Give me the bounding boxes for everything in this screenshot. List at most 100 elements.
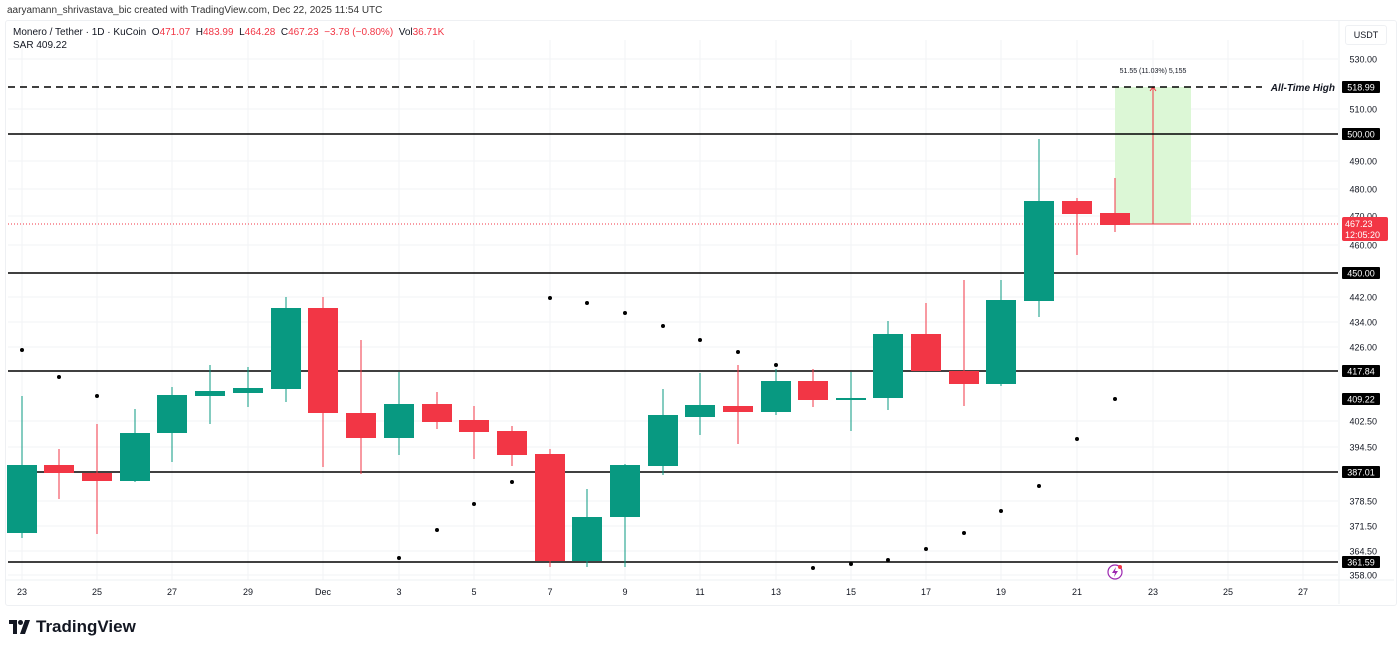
price-tick-label: 394.50	[1349, 443, 1377, 453]
candle-body	[195, 391, 225, 396]
sar-dot	[736, 350, 740, 354]
time-tick-label: Dec	[315, 587, 332, 597]
ohlc-line: Monero / Tether · 1D · KuCoin O471.07 H4…	[13, 26, 444, 39]
candle-body	[1100, 213, 1130, 225]
candle-body	[44, 465, 74, 473]
candle-body	[308, 308, 338, 413]
time-tick-label: 19	[996, 587, 1006, 597]
candle-body	[648, 415, 678, 466]
sar-dot	[57, 375, 61, 379]
price-tick-label: 358.00	[1349, 571, 1377, 581]
tradingview-logo-icon	[9, 620, 30, 634]
time-tick-label: 17	[921, 587, 931, 597]
sar-dot	[774, 363, 778, 367]
price-tick-label: 460.00	[1349, 241, 1377, 251]
candle-body	[1062, 201, 1092, 214]
candle-body	[911, 334, 941, 371]
sar-dot	[886, 558, 890, 562]
price-level-badge-label: 387.01	[1347, 468, 1375, 478]
change-value: −3.78 (−0.80%)	[324, 27, 394, 38]
candle-body	[986, 300, 1016, 384]
sar-dot	[548, 296, 552, 300]
price-level-badge	[1342, 466, 1380, 478]
symbol-legend: Monero / Tether · 1D · KuCoin O471.07 H4…	[13, 26, 444, 52]
tradingview-logo[interactable]: TradingView	[9, 617, 136, 637]
price-level-badge-label: 417.84	[1347, 367, 1375, 377]
sar-dot	[623, 311, 627, 315]
sar-dot	[849, 562, 853, 566]
time-tick-label: 25	[92, 587, 102, 597]
time-tick-label: 23	[1148, 587, 1158, 597]
time-tick-label: 27	[167, 587, 177, 597]
symbol-title[interactable]: Monero / Tether · 1D · KuCoin	[13, 27, 147, 38]
low-value: 464.28	[244, 27, 276, 38]
time-tick-label: 3	[396, 587, 401, 597]
time-tick-label: 7	[547, 587, 552, 597]
price-tick-label: 364.50	[1349, 547, 1377, 557]
price-tick-label: 442.00	[1349, 293, 1377, 303]
sar-dot	[962, 531, 966, 535]
candle-body	[723, 406, 753, 412]
candle-body	[535, 454, 565, 561]
time-tick-label: 9	[622, 587, 627, 597]
time-tick-label: 25	[1223, 587, 1233, 597]
high-value: 483.99	[202, 27, 234, 38]
price-level-badge	[1342, 81, 1380, 93]
time-tick-label: 5	[471, 587, 476, 597]
chart-frame	[5, 20, 1397, 606]
price-tick-label: 378.50	[1349, 497, 1377, 507]
price-tick-label: 402.50	[1349, 417, 1377, 427]
open-label: O	[151, 27, 160, 38]
price-tick-label: 470.00	[1349, 212, 1377, 222]
projection-label: 51.55 (11.03%) 5,155	[1120, 68, 1187, 75]
time-tick-label: 29	[243, 587, 253, 597]
candle-body	[610, 465, 640, 517]
price-tick-label: 426.00	[1349, 343, 1377, 353]
sar-dot	[95, 394, 99, 398]
candle-body	[346, 413, 376, 438]
price-tick-label: 480.00	[1349, 185, 1377, 195]
candle-body	[761, 381, 791, 412]
price-tick-label: 530.00	[1349, 55, 1377, 65]
sar-dot	[585, 301, 589, 305]
candle-body	[7, 465, 37, 533]
high-label: H	[195, 27, 203, 38]
volume-label: Vol	[398, 27, 413, 38]
lightning-event-icon[interactable]	[1107, 564, 1123, 580]
current-price-badge	[1342, 217, 1388, 241]
price-level-badge	[1342, 556, 1380, 568]
candle-body	[497, 431, 527, 455]
close-label: C	[280, 27, 289, 38]
sar-dot	[20, 348, 24, 352]
candle-body	[459, 420, 489, 432]
all-time-high-label: All-Time High	[1270, 83, 1335, 94]
price-level-badge-label: 361.59	[1347, 558, 1375, 568]
candle-body	[798, 381, 828, 400]
candle-body	[233, 388, 263, 393]
sar-dot	[811, 566, 815, 570]
brand-name: TradingView	[36, 617, 136, 636]
time-tick-label: 11	[695, 587, 704, 597]
currency-button[interactable]: USDT	[1345, 25, 1387, 45]
sar-dot	[924, 547, 928, 551]
sar-dot	[510, 480, 514, 484]
candle-body	[949, 371, 979, 384]
sar-indicator[interactable]: SAR 409.22	[13, 40, 67, 51]
candle-body	[422, 404, 452, 422]
sar-dot	[435, 528, 439, 532]
sar-dot	[1037, 484, 1041, 488]
sar-dot	[1075, 437, 1079, 441]
candle-body	[157, 395, 187, 433]
price-level-badge	[1342, 393, 1380, 405]
price-level-badge-label: 500.00	[1347, 130, 1375, 140]
sar-dot	[1113, 397, 1117, 401]
time-tick-label: 21	[1072, 587, 1082, 597]
sar-dot	[472, 502, 476, 506]
sar-dot	[698, 338, 702, 342]
candle-body	[836, 398, 866, 400]
candle-body	[572, 517, 602, 561]
price-level-badge-label: 409.22	[1347, 395, 1375, 405]
price-level-badge-label: 518.99	[1347, 83, 1375, 93]
close-value: 467.23	[288, 27, 319, 38]
